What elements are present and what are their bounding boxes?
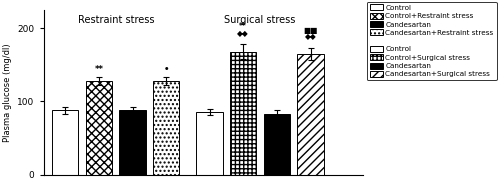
Bar (264, 114, 290, 175)
Text: Surgical stress: Surgical stress (224, 15, 296, 25)
Y-axis label: Plasma glucose (mg/dl): Plasma glucose (mg/dl) (3, 43, 12, 142)
Text: ■■: ■■ (304, 26, 318, 35)
Text: •: • (164, 65, 169, 74)
Legend: Control, Control+Restraint stress, Candesartan, Candesartan+Restraint stress,  ,: Control, Control+Restraint stress, Cande… (366, 2, 496, 80)
Bar (196, 112, 223, 175)
Bar (298, 54, 324, 175)
Bar (52, 110, 78, 175)
Text: **: ** (94, 65, 104, 74)
Bar (153, 81, 180, 175)
Text: Restraint stress: Restraint stress (78, 15, 154, 25)
Text: ◆◆: ◆◆ (304, 32, 316, 41)
Bar (86, 81, 112, 175)
Bar (230, 52, 256, 175)
Bar (120, 110, 146, 175)
Text: **: ** (240, 22, 247, 31)
Text: ◆◆: ◆◆ (238, 29, 249, 38)
